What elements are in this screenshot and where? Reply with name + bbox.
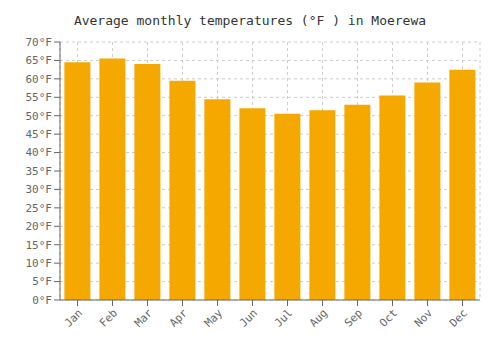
svg-text:20°F: 20°F xyxy=(26,220,53,233)
svg-text:Apr: Apr xyxy=(167,306,191,330)
svg-text:Oct: Oct xyxy=(377,306,400,329)
svg-text:Jun: Jun xyxy=(237,306,260,329)
svg-text:Sep: Sep xyxy=(342,306,365,329)
svg-text:50°F: 50°F xyxy=(26,110,53,123)
svg-text:35°F: 35°F xyxy=(26,165,53,178)
svg-text:25°F: 25°F xyxy=(26,202,53,215)
svg-text:65°F: 65°F xyxy=(26,54,53,67)
svg-text:Feb: Feb xyxy=(97,306,120,329)
svg-text:15°F: 15°F xyxy=(26,239,53,252)
html-text:Average monthly temperatures (: Average monthly temperatures (°F ) in Mo… xyxy=(73,13,427,28)
svg-text:Mar: Mar xyxy=(132,306,156,330)
svg-text:0°F: 0°F xyxy=(32,294,52,307)
svg-text:Nov: Nov xyxy=(412,306,436,330)
svg-text:30°F: 30°F xyxy=(26,183,53,196)
svg-text:Aug: Aug xyxy=(307,306,330,329)
svg-text:Dec: Dec xyxy=(447,306,470,329)
svg-text:Jan: Jan xyxy=(62,306,85,329)
svg-text:60°F: 60°F xyxy=(26,73,53,86)
svg-text:May: May xyxy=(202,306,226,330)
svg-text:10°F: 10°F xyxy=(26,257,53,270)
svg-text:40°F: 40°F xyxy=(26,146,53,159)
svg-text:5°F: 5°F xyxy=(32,275,52,288)
svg-text:45°F: 45°F xyxy=(26,128,53,141)
svg-text:55°F: 55°F xyxy=(26,91,53,104)
svg-text:Jul: Jul xyxy=(272,306,295,329)
svg-text:70°F: 70°F xyxy=(26,36,53,49)
